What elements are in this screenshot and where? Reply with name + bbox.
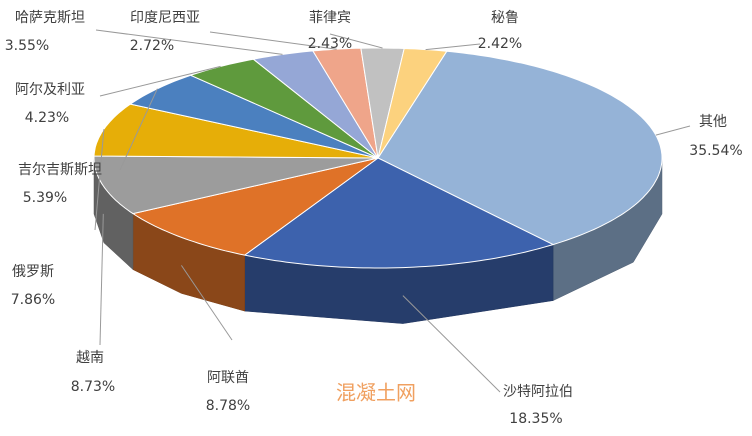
value-label: 18.35%	[509, 411, 562, 427]
leader-line	[655, 125, 691, 136]
category-label: 哈萨克斯坦	[15, 10, 85, 26]
category-label: 越南	[76, 350, 104, 366]
leader-line	[99, 213, 104, 346]
value-label: 7.86%	[11, 292, 55, 308]
slice	[131, 157, 379, 256]
slice	[312, 47, 379, 159]
leader-line	[329, 33, 383, 49]
category-label: 阿联酋	[207, 369, 249, 386]
leader-line	[94, 129, 105, 231]
slice	[243, 157, 555, 269]
leader-line	[119, 88, 158, 171]
category-label: 秘鲁	[491, 10, 519, 26]
slice	[93, 155, 379, 215]
value-label: 4.23%	[25, 110, 69, 126]
slice	[93, 103, 379, 159]
value-label: 35.54%	[689, 143, 742, 159]
value-label: 8.78%	[206, 398, 250, 414]
category-label: 菲律宾	[309, 10, 351, 26]
leader-line	[402, 295, 501, 393]
watermark: 混凝土网	[336, 381, 416, 405]
category-label: 阿尔及利亚	[15, 82, 85, 98]
value-label: 8.73%	[71, 379, 115, 395]
category-label: 吉尔吉斯斯坦	[18, 162, 102, 178]
leader-line	[425, 43, 481, 51]
leader-line	[180, 265, 233, 341]
value-label: 5.39%	[23, 190, 67, 206]
category-label: 印度尼西亚	[130, 10, 200, 26]
category-label: 俄罗斯	[12, 264, 54, 280]
value-label: 2.43%	[308, 36, 352, 52]
value-label: 3.55%	[5, 38, 49, 54]
category-label: 沙特阿拉伯	[503, 384, 573, 400]
value-label: 2.72%	[130, 38, 174, 54]
leader-line	[99, 65, 221, 97]
value-label: 2.42%	[478, 36, 522, 52]
leader-line	[209, 31, 337, 50]
leader-line	[95, 29, 283, 55]
category-label: 其他	[699, 114, 727, 130]
